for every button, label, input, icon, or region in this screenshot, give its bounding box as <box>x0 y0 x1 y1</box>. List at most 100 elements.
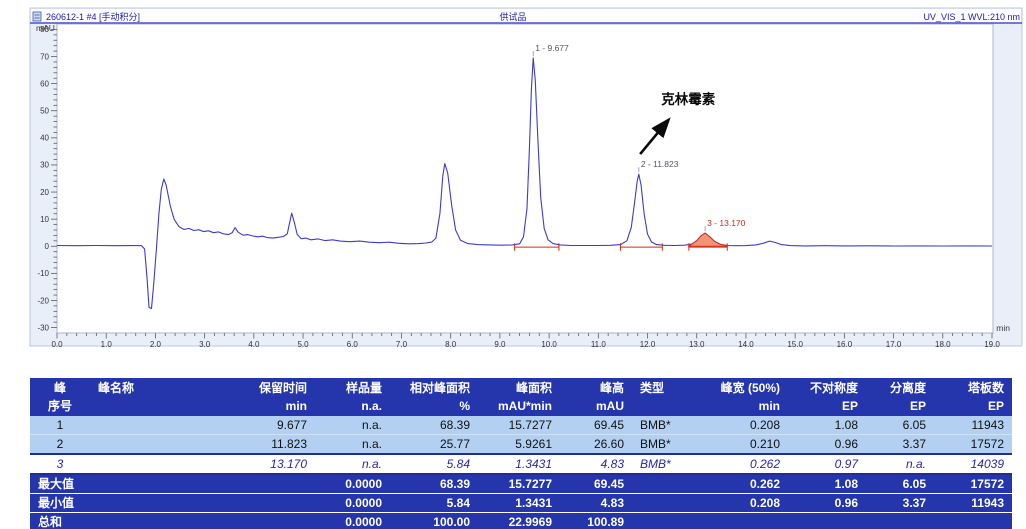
summary-label: 最大值 <box>38 477 75 491</box>
cell-amount: n.a. <box>315 434 390 454</box>
cell-type: BMB* <box>640 418 671 432</box>
summary-cell-width50: 0.208 <box>696 493 788 513</box>
x-tick-label: 13.0 <box>689 340 705 349</box>
summary-cell-plates: 17572 <box>970 477 1004 491</box>
peak-results-table-wrap: 峰序号 峰名称 保留时间 min 样品量 n.a. 相对峰面积% 峰面积 mAU*min 峰高 mA… <box>30 378 1012 529</box>
summary-row: 总和 0.0000 100.00 22.9969 100.89 <box>30 512 1012 529</box>
col-header-res: 分离度 EP <box>866 378 934 416</box>
chart-header-strip <box>31 9 1021 23</box>
cell-height: 69.45 <box>593 418 624 432</box>
summary-cell-amount: 0.0000 <box>315 493 390 513</box>
summary-cell-type <box>632 474 696 494</box>
summary-cell-rel_area: 5.84 <box>390 493 478 513</box>
cell-res: 6.05 <box>902 418 926 432</box>
y-tick-label: 0 <box>45 242 50 251</box>
x-axis-unit: min <box>996 323 1010 333</box>
summary-cell-area: 15.7277 <box>508 477 552 491</box>
cell-rel_area: 5.84 <box>390 453 478 475</box>
summary-label: 最小值 <box>30 493 220 513</box>
cell-name <box>90 453 220 475</box>
summary-row: 最小值 0.0000 5.84 1.3431 4.83 0.208 0.96 3.37 1194… <box>30 493 1012 513</box>
col-header-asym: 不对称度 EP <box>788 378 866 416</box>
peak-table-body: 1 9.677 n.a. 68.39 15.7277 69.45 BMB* 0.208 1.08… <box>30 416 1012 475</box>
cell-rt: 9.677 <box>276 418 307 432</box>
y-tick-label: 70 <box>40 52 49 61</box>
summary-cell-rel_area: 100.00 <box>390 512 478 529</box>
col-header-rt: 保留时间 min <box>220 378 315 416</box>
summary-cell-amount: 0.0000 <box>345 477 382 491</box>
cell-res: 3.37 <box>866 434 934 454</box>
y-tick-label: 60 <box>40 79 49 88</box>
table-row[interactable]: 1 9.677 n.a. 68.39 15.7277 69.45 BMB* 0.208 1.08… <box>30 416 1012 435</box>
peak-label[interactable]: 1 - 9.677 <box>535 43 569 53</box>
cell-plates: 17572 <box>934 434 1012 454</box>
cell-type: BMB* <box>632 453 696 475</box>
col-header-name: 峰名称 <box>90 378 220 416</box>
plot-area[interactable] <box>56 23 994 334</box>
summary-cell-asym <box>788 512 866 529</box>
cell-plates: 11943 <box>971 418 1004 432</box>
cell-name <box>90 434 220 454</box>
y-tick-label: 50 <box>40 107 49 116</box>
cell-area: 1.3431 <box>478 453 560 475</box>
summary-cell-res <box>866 512 934 529</box>
table-row[interactable]: 2 11.823 n.a. 25.77 5.9261 26.60 BMB* 0.210 0.96… <box>30 434 1012 454</box>
signal-icon <box>32 11 42 22</box>
col-header-type: 类型 <box>632 378 696 416</box>
cell-amount: n.a. <box>315 453 390 475</box>
cell-height: 26.60 <box>560 434 632 454</box>
signal-title[interactable]: 260612-1 #4 [手动积分] <box>46 11 140 22</box>
x-tick-label: 1.0 <box>101 340 113 349</box>
peak-results-table: 峰序号 峰名称 保留时间 min 样品量 n.a. 相对峰面积% 峰面积 mAU*min 峰高 mA… <box>30 378 1012 529</box>
table-row[interactable]: 3 13.170 n.a. 5.84 1.3431 4.83 BMB* 0.262 0.97 n.… <box>30 453 1012 475</box>
cell-type: BMB* <box>632 434 696 454</box>
summary-cell-width50: 0.262 <box>749 477 780 491</box>
summary-cell-rt <box>220 493 315 513</box>
summary-cell-res: 6.05 <box>902 477 926 491</box>
y-tick-label: -10 <box>37 269 49 278</box>
x-tick-label: 19.0 <box>984 340 1000 349</box>
col-header-amount: 样品量 n.a. <box>315 378 390 416</box>
x-tick-label: 15.0 <box>787 340 803 349</box>
y-axis-unit: mAU <box>36 23 55 33</box>
summary-cell-asym: 0.96 <box>788 493 866 513</box>
plot-layer: 0.0 1.0 2.0 3.0 4.0 5.0 6.0 7.0 8.0 9.0 10.0 11.0 12… <box>37 25 1000 349</box>
x-tick-label: 11.0 <box>591 340 607 349</box>
peak-label[interactable]: 2 - 11.823 <box>641 159 679 169</box>
x-tick-label: 0.0 <box>51 340 63 349</box>
y-tick-label: 20 <box>40 188 49 197</box>
table-header-row: 峰序号 峰名称 保留时间 min 样品量 n.a. 相对峰面积% 峰面积 mAU*min 峰高 mA… <box>30 378 1012 416</box>
summary-cell-rt <box>220 474 315 494</box>
cell-rel_area: 25.77 <box>390 434 478 454</box>
x-tick-label: 8.0 <box>445 340 457 349</box>
cell-no: 2 <box>30 434 90 454</box>
summary-row: 最大值 0.0000 68.39 15.7277 69.45 0.262 1.08 6.05 1… <box>30 474 1012 494</box>
col-header-plates: 塔板数 EP <box>934 378 1012 416</box>
x-tick-label: 7.0 <box>396 340 408 349</box>
summary-cell-res: 3.37 <box>866 493 934 513</box>
peak-label[interactable]: 3 - 13.170 <box>707 218 746 228</box>
summary-cell-rel_area: 68.39 <box>439 477 470 491</box>
x-tick-label: 17.0 <box>886 340 902 349</box>
y-tick-label: 30 <box>40 161 49 170</box>
summary-cell-height: 4.83 <box>560 493 632 513</box>
summary-cell-plates: 11943 <box>934 493 1012 513</box>
summary-cell-plates <box>934 512 1012 529</box>
peak-table-summary: 最大值 0.0000 68.39 15.7277 69.45 0.262 1.08 6.05 1… <box>30 474 1012 529</box>
cell-no: 1 <box>56 418 64 432</box>
cell-width50: 0.210 <box>696 434 788 454</box>
cell-res: n.a. <box>866 453 934 475</box>
col-header-width50: 峰宽 (50%) min <box>696 378 788 416</box>
summary-cell-type <box>632 493 696 513</box>
annotation-arrow-icon <box>639 117 671 155</box>
cell-rt: 13.170 <box>220 453 315 475</box>
summary-cell-area: 1.3431 <box>478 493 560 513</box>
summary-cell-amount: 0.0000 <box>315 512 390 529</box>
summary-label: 总和 <box>30 512 220 529</box>
cell-no: 3 <box>30 453 90 475</box>
cell-rel_area: 68.39 <box>439 418 470 432</box>
summary-cell-rt <box>220 512 315 529</box>
x-tick-label: 10.0 <box>541 340 557 349</box>
y-tick-label: -20 <box>37 296 49 305</box>
